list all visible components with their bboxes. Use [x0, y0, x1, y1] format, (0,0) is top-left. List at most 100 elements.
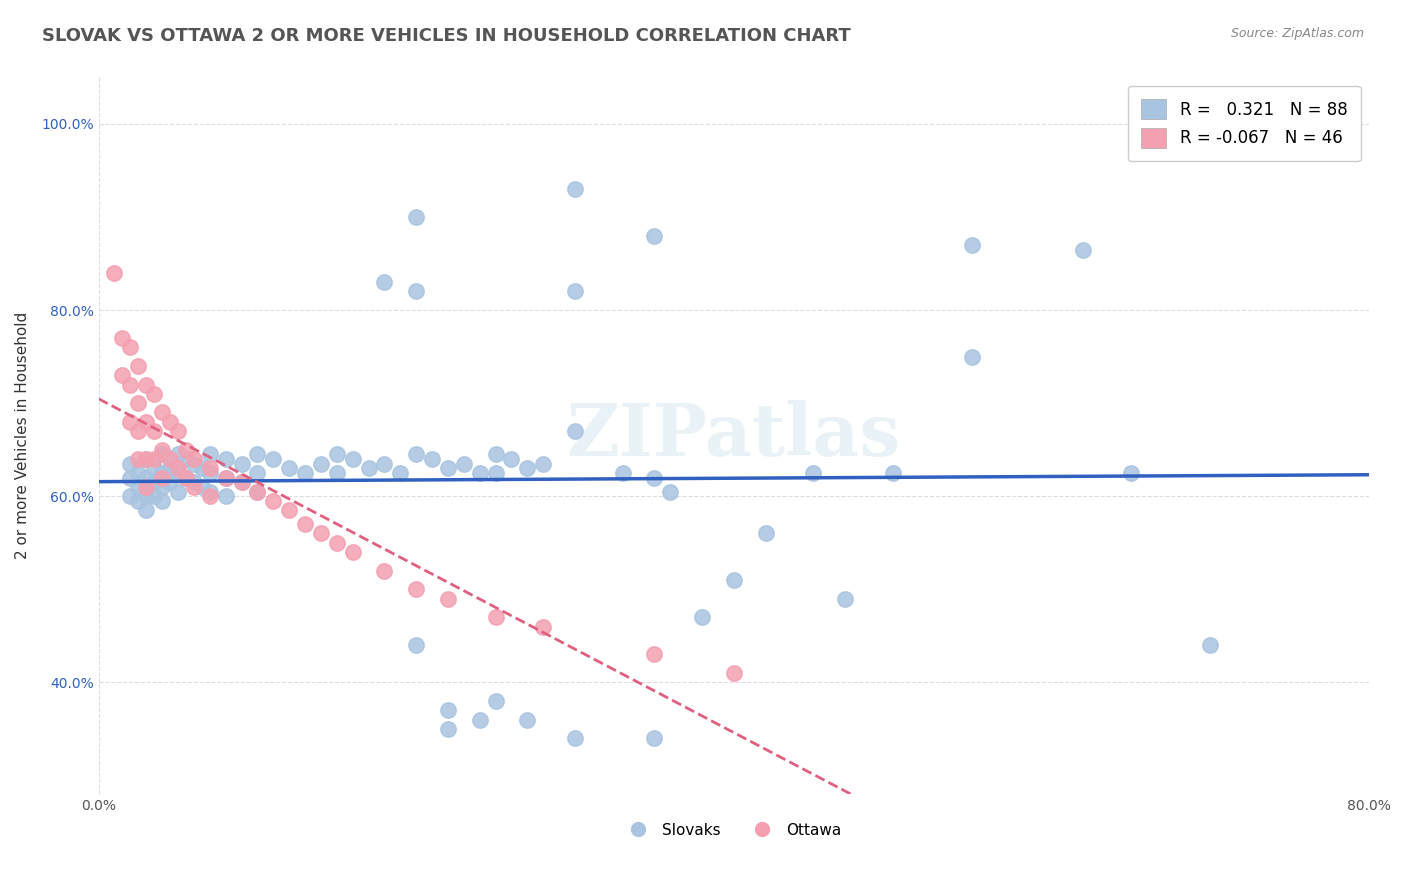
Point [326, 535, 349, 549]
Point [1119, 466, 1142, 480]
Point [468, 713, 491, 727]
Point [120, 457, 142, 471]
Point [437, 461, 460, 475]
Legend: Slovaks, Ottawa: Slovaks, Ottawa [620, 816, 848, 844]
Point [191, 461, 214, 475]
Point [420, 452, 443, 467]
Point [755, 526, 778, 541]
Point [294, 466, 316, 480]
Point [174, 452, 197, 467]
Point [326, 447, 349, 461]
Point [389, 466, 412, 480]
Point [174, 470, 197, 484]
Point [127, 494, 149, 508]
Point [120, 415, 142, 429]
Point [643, 648, 665, 662]
Point [516, 713, 538, 727]
Point [342, 452, 364, 467]
Point [150, 466, 173, 480]
Point [127, 359, 149, 373]
Point [159, 461, 181, 475]
Point [120, 377, 142, 392]
Point [246, 466, 269, 480]
Point [723, 666, 745, 681]
Point [135, 377, 157, 392]
Point [453, 457, 475, 471]
Point [437, 703, 460, 717]
Point [198, 466, 221, 480]
Point [564, 424, 586, 438]
Point [485, 466, 508, 480]
Point [231, 475, 253, 490]
Point [135, 452, 157, 467]
Point [159, 415, 181, 429]
Point [485, 610, 508, 624]
Point [485, 447, 508, 461]
Point [262, 452, 284, 467]
Point [485, 694, 508, 708]
Point [120, 470, 142, 484]
Point [150, 470, 173, 484]
Point [468, 466, 491, 480]
Point [214, 452, 236, 467]
Point [405, 285, 427, 299]
Point [405, 447, 427, 461]
Point [143, 489, 166, 503]
Point [150, 480, 173, 494]
Point [564, 731, 586, 746]
Point [246, 484, 269, 499]
Point [326, 466, 349, 480]
Point [516, 461, 538, 475]
Point [127, 424, 149, 438]
Point [246, 447, 269, 461]
Point [143, 387, 166, 401]
Point [111, 331, 134, 345]
Point [405, 638, 427, 652]
Point [834, 591, 856, 606]
Point [159, 452, 181, 467]
Text: ZIPatlas: ZIPatlas [567, 401, 901, 471]
Point [214, 470, 236, 484]
Point [150, 405, 173, 419]
Point [120, 489, 142, 503]
Point [643, 470, 665, 484]
Point [437, 591, 460, 606]
Point [1199, 638, 1222, 652]
Point [231, 475, 253, 490]
Point [214, 489, 236, 503]
Point [127, 480, 149, 494]
Point [167, 447, 190, 461]
Point [231, 457, 253, 471]
Point [723, 573, 745, 587]
Point [167, 466, 190, 480]
Point [531, 457, 554, 471]
Text: SLOVAK VS OTTAWA 2 OR MORE VEHICLES IN HOUSEHOLD CORRELATION CHART: SLOVAK VS OTTAWA 2 OR MORE VEHICLES IN H… [42, 27, 851, 45]
Point [127, 452, 149, 467]
Point [405, 210, 427, 224]
Point [135, 452, 157, 467]
Point [278, 461, 301, 475]
Point [246, 484, 269, 499]
Point [659, 484, 682, 499]
Point [111, 368, 134, 383]
Point [501, 452, 523, 467]
Point [801, 466, 824, 480]
Text: Source: ZipAtlas.com: Source: ZipAtlas.com [1230, 27, 1364, 40]
Point [127, 396, 149, 410]
Point [643, 731, 665, 746]
Point [174, 470, 197, 484]
Point [183, 457, 205, 471]
Point [135, 489, 157, 503]
Point [960, 238, 983, 252]
Point [103, 266, 125, 280]
Point [135, 415, 157, 429]
Point [191, 480, 214, 494]
Point [150, 494, 173, 508]
Point [198, 461, 221, 475]
Point [309, 526, 332, 541]
Point [531, 619, 554, 633]
Point [183, 452, 205, 467]
Point [564, 285, 586, 299]
Point [127, 466, 149, 480]
Y-axis label: 2 or more Vehicles in Household: 2 or more Vehicles in Household [15, 312, 30, 559]
